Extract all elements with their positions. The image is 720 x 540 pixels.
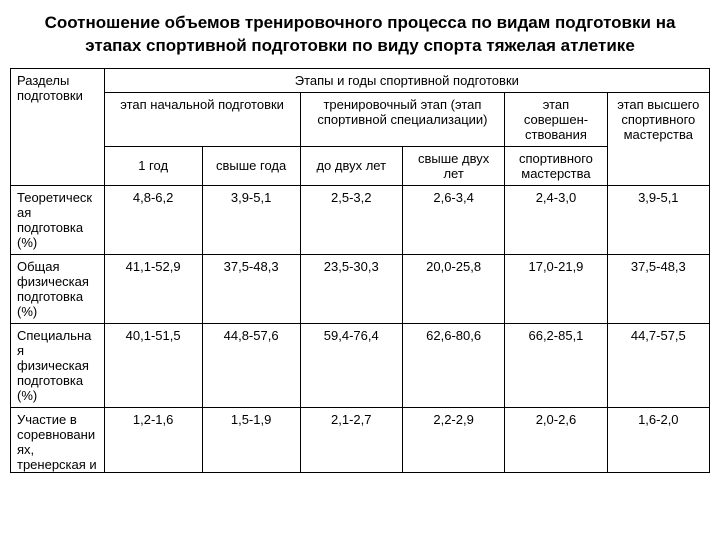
cell: 40,1-51,5 xyxy=(104,323,202,407)
header-over-two: свыше двух лет xyxy=(402,146,504,185)
table-row: Участие в соревнованиях, тренерская и 1,… xyxy=(11,407,710,472)
cell: 2,0-2,6 xyxy=(505,407,607,472)
row-label: Теоретическая подготовка (%) xyxy=(11,185,105,254)
cell: 44,8-57,6 xyxy=(202,323,300,407)
table-row: Теоретическая подготовка (%) 4,8-6,2 3,9… xyxy=(11,185,710,254)
header-highest-stage: этап высшего спортивного мастерства xyxy=(607,92,709,185)
cell: 2,5-3,2 xyxy=(300,185,402,254)
cell: 1,6-2,0 xyxy=(607,407,709,472)
page-title: Соотношение объемов тренировочного проце… xyxy=(0,0,720,68)
header-year1: 1 год xyxy=(104,146,202,185)
cell: 23,5-30,3 xyxy=(300,254,402,323)
header-up-to-two: до двух лет xyxy=(300,146,402,185)
header-sections: Разделы подготовки xyxy=(11,68,105,185)
cell: 1,2-1,6 xyxy=(104,407,202,472)
cell: 1,5-1,9 xyxy=(202,407,300,472)
table-row: Специальная физическая подготовка (%) 40… xyxy=(11,323,710,407)
header-perfection-top: этап совершен-ствования xyxy=(505,92,607,146)
table-row: Общая физическая подготовка (%) 41,1-52,… xyxy=(11,254,710,323)
cell: 59,4-76,4 xyxy=(300,323,402,407)
cell: 2,6-3,4 xyxy=(402,185,504,254)
row-label: Участие в соревнованиях, тренерская и xyxy=(11,407,105,472)
cell: 41,1-52,9 xyxy=(104,254,202,323)
cell: 66,2-85,1 xyxy=(505,323,607,407)
header-perfection-bottom: спортивного мастерства xyxy=(505,146,607,185)
header-training-stage: тренировочный этап (этап спортивной спец… xyxy=(300,92,505,146)
cell: 37,5-48,3 xyxy=(202,254,300,323)
row-label: Специальная физическая подготовка (%) xyxy=(11,323,105,407)
cell: 3,9-5,1 xyxy=(607,185,709,254)
table-container: Разделы подготовки Этапы и годы спортивн… xyxy=(0,68,720,473)
training-volume-table: Разделы подготовки Этапы и годы спортивн… xyxy=(10,68,710,473)
row-label: Общая физическая подготовка (%) xyxy=(11,254,105,323)
header-stages: Этапы и годы спортивной подготовки xyxy=(104,68,709,92)
cell: 62,6-80,6 xyxy=(402,323,504,407)
cell: 20,0-25,8 xyxy=(402,254,504,323)
cell: 37,5-48,3 xyxy=(607,254,709,323)
cell: 3,9-5,1 xyxy=(202,185,300,254)
cell: 2,1-2,7 xyxy=(300,407,402,472)
cell: 2,2-2,9 xyxy=(402,407,504,472)
header-over-year: свыше года xyxy=(202,146,300,185)
cell: 2,4-3,0 xyxy=(505,185,607,254)
cell: 17,0-21,9 xyxy=(505,254,607,323)
header-initial-stage: этап начальной подготовки xyxy=(104,92,300,146)
cell: 44,7-57,5 xyxy=(607,323,709,407)
cell: 4,8-6,2 xyxy=(104,185,202,254)
